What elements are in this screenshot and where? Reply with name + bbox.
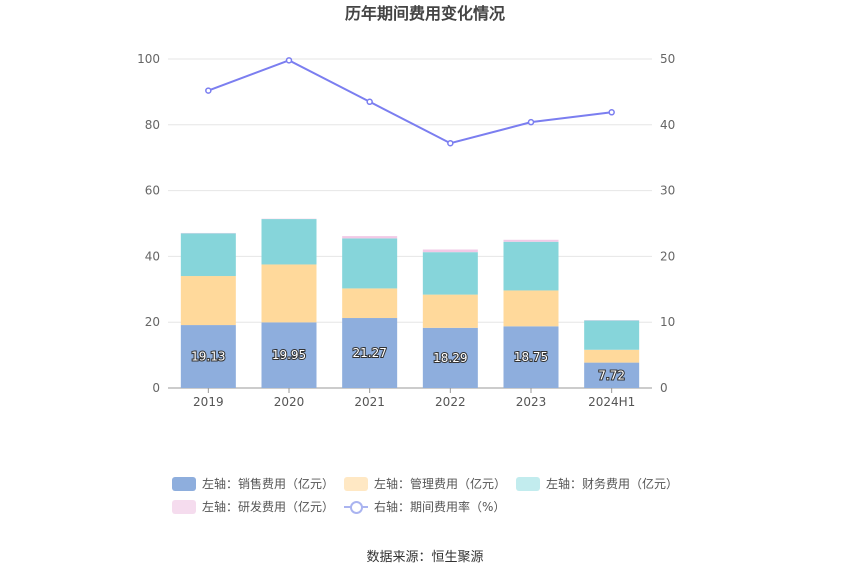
x-tick-label: 2024H1 (588, 395, 635, 409)
y-left-tick-label: 100 (137, 52, 160, 66)
bar-segment (261, 322, 317, 388)
y-right-tick-label: 20 (660, 249, 675, 263)
y-right-tick-label: 50 (660, 52, 675, 66)
bar-segment (261, 264, 317, 323)
x-tick-label: 2020 (274, 395, 305, 409)
bar-data-label: 18.75 (514, 350, 548, 364)
bar-segment (503, 290, 559, 327)
bar-data-label: 19.13 (191, 350, 225, 364)
bar-segment (342, 238, 398, 289)
bar-data-label: 21.27 (352, 346, 386, 360)
x-axis: 2019 2020 2021 2022 2023 2024H1 (193, 388, 635, 409)
y-left-tick-label: 0 (152, 381, 160, 395)
bar-segment (584, 320, 640, 350)
bar-data-label: 7.72 (598, 368, 625, 382)
bar-segment (261, 219, 317, 265)
bar-data-label: 18.29 (433, 351, 467, 365)
data-labels: 19.13 19.95 21.27 18.29 18.75 7.72 (190, 345, 626, 383)
y-axis-left: 0 20 40 60 80 100 (137, 52, 160, 395)
rate-point (608, 109, 615, 116)
y-left-tick-label: 80 (145, 118, 160, 132)
bar-segment (503, 241, 559, 291)
legend-item-sales[interactable]: 左轴：销售费用（亿元） (172, 475, 334, 492)
legend-swatch-rnd (172, 499, 196, 514)
y-right-tick-label: 0 (660, 381, 668, 395)
chart-canvas: 历年期间费用变化情况 0 20 40 60 80 100 0 10 20 30 40 50 19.1… (137, 4, 675, 409)
bar-segment (422, 327, 478, 388)
bar-segment (584, 349, 640, 363)
bar-segment (180, 233, 236, 277)
bar-segment (342, 318, 398, 388)
bar-data-label: 19.95 (272, 348, 306, 362)
rate-point (366, 98, 373, 106)
legend-item-rate[interactable]: 右轴：期间费用率（%） (344, 498, 505, 515)
legend-swatch-sales (172, 476, 196, 491)
bar-segment (422, 252, 478, 295)
grid-lines (168, 58, 652, 389)
y-left-tick-label: 20 (145, 315, 160, 329)
chart-title: 历年期间费用变化情况 (345, 4, 505, 23)
x-tick-label: 2021 (354, 395, 385, 409)
y-right-tick-label: 40 (660, 118, 675, 132)
legend-swatch-admin (344, 476, 368, 491)
data-source: 数据来源：恒生聚源 (366, 550, 484, 565)
legend-swatch-finance (516, 476, 540, 491)
legend-item-admin[interactable]: 左轴：管理费用（亿元） (344, 475, 506, 492)
legend-item-rnd[interactable]: 左轴：研发费用（亿元） (172, 498, 334, 515)
legend-item-finance[interactable]: 左轴：财务费用（亿元） (516, 475, 678, 492)
legend-label-finance: 左轴：财务费用（亿元） (546, 477, 679, 491)
bar-segment (422, 294, 478, 328)
y-right-tick-label: 10 (660, 315, 675, 329)
rate-point (205, 87, 212, 94)
x-tick-label: 2023 (516, 395, 547, 409)
y-axis-right: 0 10 20 30 40 50 (660, 52, 675, 395)
bar-segment (503, 239, 559, 242)
bar-segment (342, 288, 398, 319)
y-left-tick-label: 60 (145, 184, 160, 198)
bar-segment (584, 362, 640, 388)
rate-point (527, 118, 535, 126)
legend-label-sales: 左轴：销售费用（亿元） (202, 477, 335, 491)
x-tick-label: 2022 (435, 395, 466, 409)
bar-segment (342, 236, 398, 239)
rate-line (207, 59, 612, 145)
legend-label-admin: 左轴：管理费用（亿元） (374, 477, 507, 491)
bar-segment (503, 326, 559, 388)
rate-point (285, 57, 293, 64)
bar-series (180, 218, 640, 388)
bar-segment (180, 276, 236, 326)
y-right-tick-label: 30 (660, 184, 675, 198)
line-series (205, 57, 615, 147)
legend-label-rate: 右轴：期间费用率（%） (374, 500, 506, 514)
legend-line-marker-icon (344, 500, 368, 514)
y-left-tick-label: 40 (145, 249, 160, 263)
bar-segment (180, 325, 236, 388)
bar-segment (422, 249, 478, 253)
rate-point (447, 139, 454, 147)
legend-label-rnd: 左轴：研发费用（亿元） (202, 500, 335, 514)
x-tick-label: 2019 (193, 395, 224, 409)
